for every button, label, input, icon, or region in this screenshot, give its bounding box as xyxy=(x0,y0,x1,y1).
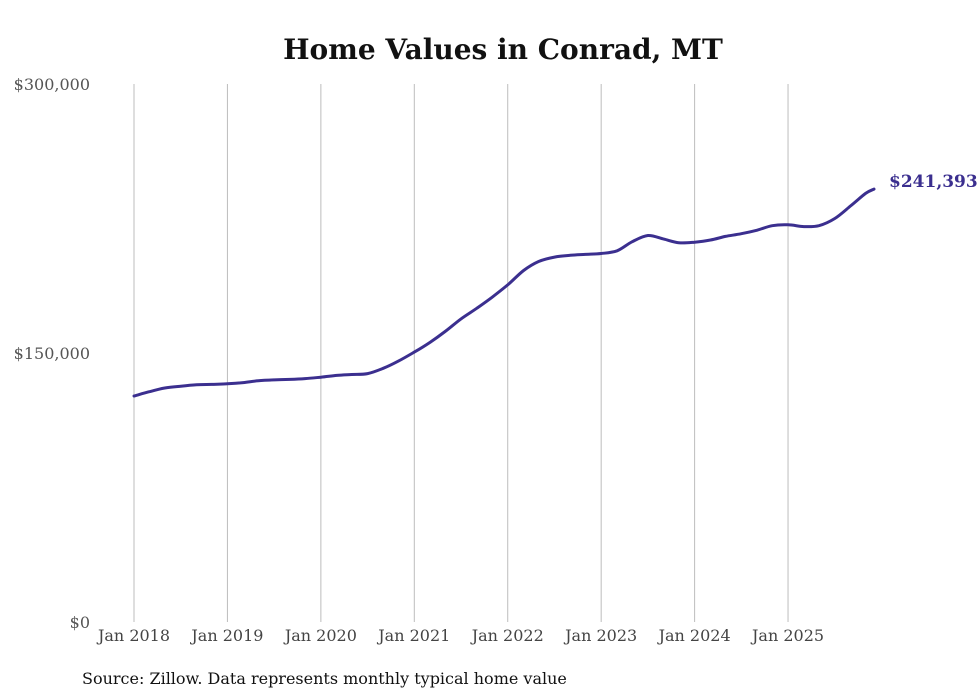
source-note: Source: Zillow. Data represents monthly … xyxy=(82,669,567,688)
x-tick-label-5: Jan 2023 xyxy=(563,626,637,645)
x-tick-label-1: Jan 2019 xyxy=(189,626,263,645)
y-axis-ticks: $0 $150,000 $300,000 xyxy=(14,75,90,632)
y-tick-label-2: $300,000 xyxy=(14,75,90,94)
series-line-home-value xyxy=(132,187,876,398)
x-tick-label-7: Jan 2025 xyxy=(750,626,824,645)
gridlines xyxy=(133,84,789,622)
x-tick-label-0: Jan 2018 xyxy=(96,626,170,645)
chart-title: Home Values in Conrad, MT xyxy=(283,33,723,66)
end-value-label: $241,393 xyxy=(889,172,978,192)
x-tick-label-2: Jan 2020 xyxy=(283,626,357,645)
x-axis-ticks: Jan 2018 Jan 2019 Jan 2020 Jan 2021 Jan 2022… xyxy=(96,626,824,645)
x-tick-label-6: Jan 2024 xyxy=(657,626,731,645)
y-tick-label-0: $0 xyxy=(70,613,90,632)
x-tick-label-4: Jan 2022 xyxy=(470,626,544,645)
y-tick-label-1: $150,000 xyxy=(14,344,90,363)
x-tick-label-3: Jan 2021 xyxy=(376,626,450,645)
